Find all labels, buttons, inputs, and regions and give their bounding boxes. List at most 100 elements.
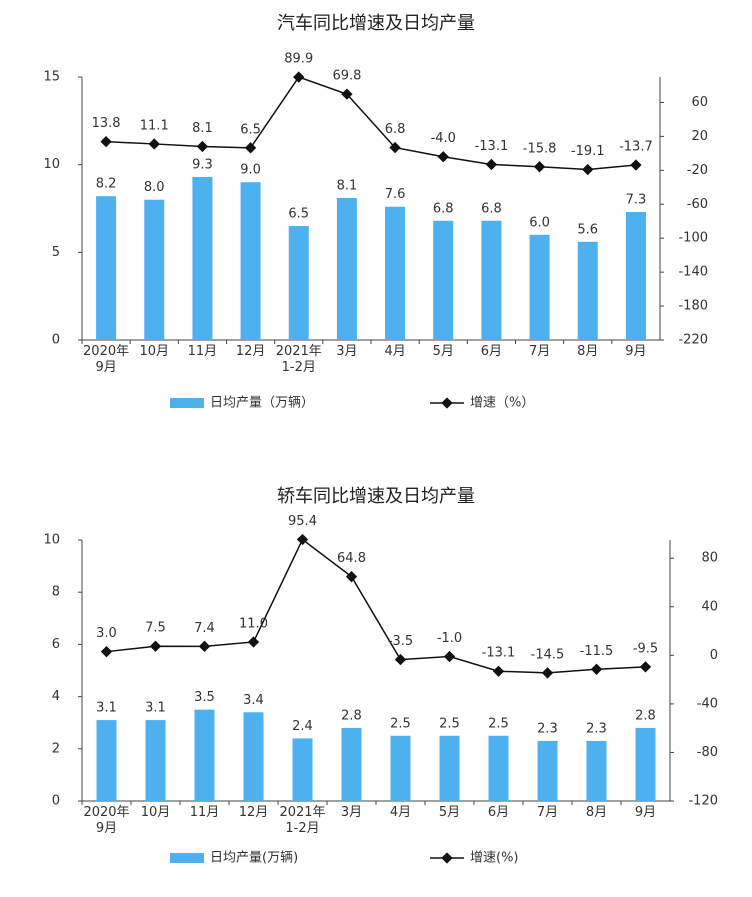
line-marker [198,640,211,652]
bar-value-label: 9.3 [192,157,213,172]
bar [577,241,598,340]
y-tick-label: 4 [52,689,60,704]
bar-value-label: 5.6 [577,222,598,237]
y-tick-label: 10 [43,533,60,548]
y2-tick-label: -40 [697,696,718,711]
y2-tick-label: -120 [688,794,718,809]
chart-title: 汽车同比增速及日均产量 [277,13,475,34]
bar-value-label: 8.0 [144,180,165,195]
bar-value-label: 2.3 [586,721,607,736]
y-tick-label: 5 [52,245,60,260]
line-value-label: 3.0 [96,626,117,641]
line-value-label: 95.4 [288,514,317,529]
bar [586,740,607,801]
bar-value-label: 9.0 [240,163,261,178]
x-tick-label: 9月 [625,344,647,359]
line-value-label: 8.1 [192,121,213,136]
x-tick-label: 10月 [140,805,171,820]
y2-tick-label: -100 [678,231,708,246]
y2-tick-label: -180 [678,299,708,314]
line-marker [441,852,453,864]
legend-label: 增速（%） [470,396,534,411]
bar-value-label: 2.5 [439,716,460,731]
line-marker [247,636,260,648]
y-tick-label: 0 [52,794,60,809]
line-value-label: 13.8 [92,116,121,131]
bar-value-label: 2.8 [341,708,362,723]
bar [96,196,117,340]
bar-value-label: 2.3 [537,721,558,736]
x-tick-label: 11月 [189,805,220,820]
x-tick-label: 2021年 1-2月 [279,805,326,836]
x-tick-label: 12月 [235,344,266,359]
bar [390,735,411,801]
bar-value-label: 7.6 [385,187,406,202]
line-marker [149,640,162,652]
bar-value-label: 3.5 [194,690,215,705]
x-tick-label: 5月 [438,805,461,820]
bar [145,720,166,801]
bar-value-label: 6.5 [288,207,309,222]
x-tick-label: 4月 [389,805,412,820]
line-marker [443,650,456,663]
line-marker [441,397,453,409]
line-value-label: -3.5 [388,634,413,649]
y2-tick-label: 80 [701,551,718,566]
line-value-label: 64.8 [337,551,366,566]
x-tick-label: 2020年 9月 [83,805,130,836]
x-tick-label: 12月 [238,805,269,820]
line [106,538,646,674]
bar-value-label: 2.4 [292,719,313,734]
y-tick-label: 6 [52,637,60,652]
line-value-label: -11.5 [580,644,614,659]
bar [488,735,509,801]
x-tick-label: 10月 [139,344,170,359]
x-tick-label: 11月 [187,344,218,359]
line-value-label: 6.5 [240,122,261,137]
bar-value-label: 3.1 [145,701,166,716]
line-marker [590,663,603,675]
bar-value-label: 8.1 [337,178,358,193]
bar [635,727,656,801]
line-value-label: -15.8 [523,141,557,156]
line-value-label: 89.9 [284,52,313,67]
line-value-label: 7.5 [145,621,166,636]
line-marker [437,151,449,163]
bar-value-label: 3.1 [96,701,117,716]
x-tick-label: 6月 [487,805,510,820]
chart-title: 轿车同比增速及日均产量 [277,486,475,507]
x-tick-label: 6月 [480,344,503,359]
bar [537,740,558,801]
bar-value-label: 7.3 [626,193,647,208]
legend-label: 增速(%) [470,851,519,866]
y-tick-label: 8 [52,585,60,600]
line-marker [630,159,642,171]
line-value-label: -14.5 [531,647,565,662]
bar [336,197,357,340]
y-tick-label: 15 [43,70,60,85]
line-marker [639,661,652,673]
x-tick-label: 9月 [634,805,657,820]
line-value-label: -13.7 [619,139,653,154]
y2-tick-label: -140 [678,265,708,280]
x-tick-label: 8月 [577,344,599,359]
bar [625,212,646,340]
legend-label: 日均产量(万辆) [210,851,298,866]
x-tick-label: 4月 [384,344,406,359]
line-marker [244,142,257,154]
line-marker [389,141,401,154]
bar [288,226,309,340]
bar [439,735,460,801]
bar [433,220,454,340]
bar-value-label: 3.4 [243,693,264,708]
bar-value-label: 6.0 [529,215,550,230]
line-value-label: -4.0 [431,131,456,146]
line-marker [100,646,113,658]
bar [192,176,213,340]
line-marker [345,571,358,583]
line-value-label: -1.0 [437,631,462,646]
legend-label: 日均产量（万辆） [210,396,314,411]
bar [529,234,550,340]
legend-swatch [170,853,204,863]
